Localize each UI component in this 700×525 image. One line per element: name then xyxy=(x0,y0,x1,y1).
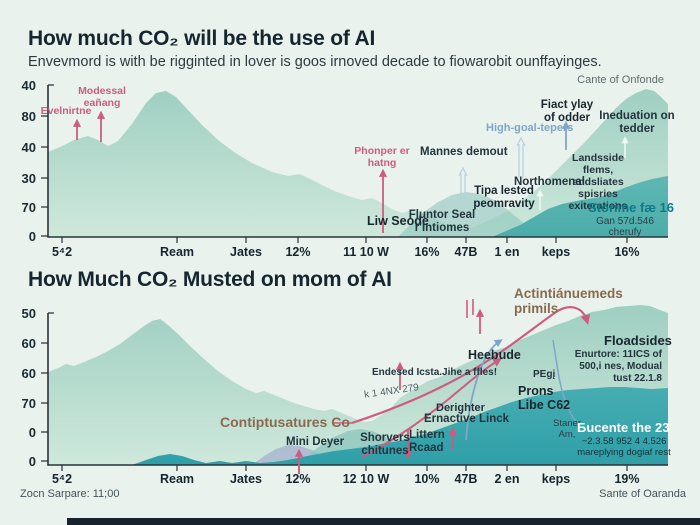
annotation-mini-deyer: Mini Deyer xyxy=(286,436,345,448)
top-y-label-0: 40 xyxy=(21,78,36,93)
top-x-label-9: 16% xyxy=(614,245,640,259)
top-x-label-8: keps xyxy=(541,245,571,259)
highgoal-double-line-arrow xyxy=(516,136,526,178)
bottom-y-label-1: 60 xyxy=(21,336,36,351)
annotation-gan: Gan 57d.546 cherufy xyxy=(596,216,654,239)
annotation-modessal: Modessal eañang xyxy=(78,85,126,109)
bottom-y-label-4: 0 xyxy=(28,425,36,440)
pink-trend-curve-main xyxy=(351,306,591,425)
blue-falling-curve xyxy=(552,339,578,424)
annotation-evelnirtne: Evelnirtne xyxy=(40,105,92,117)
top-chart-axes xyxy=(47,85,668,238)
annotation-littern: Littern Rcaad xyxy=(409,429,445,454)
bottom-y-label-5: 0 xyxy=(28,454,36,469)
bottom-x-label-1: Ream xyxy=(159,472,195,486)
bottom-x-label-9: 19% xyxy=(614,472,640,486)
annotation-landsside: Landsside flems, andsliates spisries exi… xyxy=(568,152,628,212)
annotation-storime: Storime fæ 16 xyxy=(588,200,674,215)
top-x-label-6: 47B xyxy=(454,245,478,259)
pink-tick-marks xyxy=(466,299,474,318)
annotation-shorvers: Shorvers chitunes xyxy=(360,432,410,457)
bottom-chart-y-ticks xyxy=(41,312,54,462)
annotation-floadsides: Floadsides xyxy=(604,333,672,348)
top-x-label-1: Ream xyxy=(159,245,195,259)
bottom-x-label-8: keps xyxy=(541,472,571,486)
bottom-x-label-4: 12 10 W xyxy=(342,472,390,486)
annotation-tipa-lested: Tipa lested peomravity xyxy=(473,185,535,210)
top-chart-y-ticks xyxy=(41,84,54,237)
top-chart-area-dark xyxy=(492,176,668,237)
top-y-label-2: 40 xyxy=(21,140,36,155)
annotation-prons-libe: Prons Libe C62 xyxy=(518,384,571,412)
annotation-mareplying: −2.3.58 952 4 4.526 mareplying dogiaf re… xyxy=(577,436,671,458)
annotation-liw-seode: Liw Seode xyxy=(367,214,429,228)
footer-accent-bar xyxy=(67,518,700,525)
top-x-label-3: 12% xyxy=(285,245,311,259)
annotation-highgoal: High-goal-tepers xyxy=(486,122,574,134)
annotation-actintianuemeds: Actintiánuemeds primils xyxy=(514,286,623,317)
annotation-bucente: Бucente the 23 xyxy=(577,420,670,435)
top-x-label-2: Jates xyxy=(230,245,262,259)
bottom-chart-x-ticks xyxy=(61,465,628,471)
page-subtitle: Envevmord is with be rigginted in lover … xyxy=(28,54,602,70)
blue-rising-curve xyxy=(465,339,503,441)
annotation-mannes: Mannes demout xyxy=(420,146,508,158)
bottom-chart-axes xyxy=(47,313,668,466)
bottom-y-label-3: 70 xyxy=(21,396,36,411)
annotation-contiptusatures: Contiptusatures Co xyxy=(220,414,350,430)
top-y-label-1: 80 xyxy=(21,109,36,124)
annotation-ineduation: Ineduation on tedder xyxy=(599,110,675,135)
annotation-fluntor: Fluntor Seal r'Intiomes xyxy=(408,209,476,234)
top-y-label-4: 70 xyxy=(21,200,36,215)
annotation-endesed: Endesed Icsta.Jihe a ffles! xyxy=(372,367,498,378)
annotation-pegi: PEgį xyxy=(533,369,556,380)
bottom-y-label-2: 60 xyxy=(21,366,36,381)
top-chart-area-light xyxy=(48,89,668,237)
annotation-staner: Staner Am, xyxy=(553,418,581,440)
annotation-northomenal: Northomenal xyxy=(514,176,585,188)
page-title-bottom: How Much CO₂ Musted on mom of AI xyxy=(28,268,392,291)
footer-source-left: Zocn Sarpare: 11;00 xyxy=(20,488,120,500)
footer-source-right: Sante of Oaranda xyxy=(599,488,686,500)
bottom-x-label-5: 10% xyxy=(414,472,440,486)
annotation-phonper: Phonper er hatng xyxy=(354,145,410,169)
top-y-label-3: 30 xyxy=(21,171,36,186)
top-x-label-5: 16% xyxy=(414,245,440,259)
top-x-label-4: 11 10 W xyxy=(343,245,389,259)
pink-trend-curve-secondary xyxy=(361,358,503,458)
bottom-x-label-2: Jates xyxy=(230,472,262,486)
bottom-x-label-0: 5⁴2 xyxy=(51,472,73,486)
corner-note: Cante of Onfonde xyxy=(577,74,664,86)
bottom-y-label-0: 50 xyxy=(21,306,36,321)
annotation-ernactive: Ernactive Linck xyxy=(424,413,510,425)
annotation-derighter: Derighter xyxy=(436,402,485,414)
page-title-top: How much CO₂ will be the use of AI xyxy=(28,27,376,50)
annotation-heebude: Heebude xyxy=(468,348,521,362)
top-x-label-0: 5⁴2 xyxy=(51,245,73,259)
bottom-x-label-7: 2 en xyxy=(494,472,520,486)
top-y-label-5: 0 xyxy=(28,229,36,244)
top-x-label-7: 1 en xyxy=(494,245,520,259)
annotation-enurtore: Enurtore: 11ICS of 500,i nes, Modual tus… xyxy=(574,349,662,384)
mannes-double-line-arrow xyxy=(458,166,468,205)
top-chart-x-ticks xyxy=(61,237,628,243)
top-chart-area-medium-hill xyxy=(398,192,540,237)
bottom-chart-area-dark xyxy=(132,387,668,465)
annotation-fiact: Fiact ylay of odder xyxy=(540,99,594,124)
bottom-x-label-3: 12% xyxy=(285,472,311,486)
bottom-x-label-6: 47B xyxy=(454,472,478,486)
